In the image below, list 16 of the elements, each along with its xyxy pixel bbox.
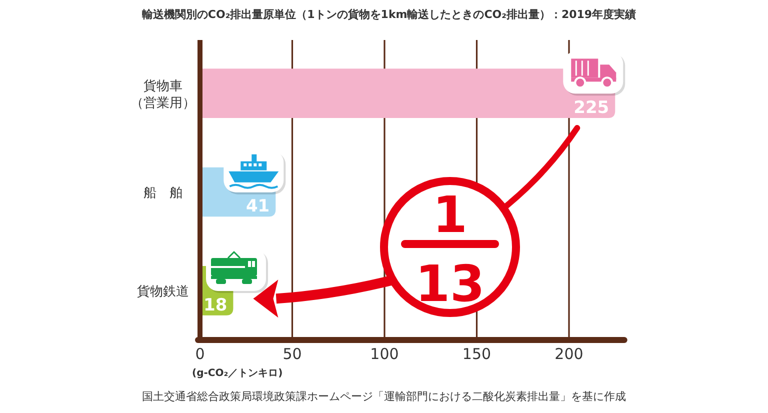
text: 国土交通省総合政策局環境政策課ホームページ「運輸部門における二酸化炭素排出量」を基に作成 <box>142 390 626 403</box>
x-tick-label: 200 <box>554 345 584 363</box>
y-tick-label: 貨物車（営業用） <box>130 78 196 111</box>
chart-title: 輸送機関別のCO₂排出量原単位（1トンの貨物を1km輸送したときのCO₂排出量）：2019年度実績 <box>140 8 636 21</box>
x-tick-label: 100 <box>370 345 399 363</box>
x-axis-title: (g-CO₂／トンキロ) <box>192 368 283 379</box>
y-tick-label: 貨物鉄道 <box>137 284 189 300</box>
data-label: 18 <box>204 295 228 316</box>
data-label: 41 <box>246 196 270 217</box>
x-tick-label: 50 <box>282 345 302 363</box>
data-label: 225 <box>574 98 610 118</box>
x-tick-label: 150 <box>462 345 492 363</box>
x-tick-label: 0 <box>195 345 205 363</box>
annotation: 13 <box>415 255 485 313</box>
y-tick-label: 船 舶 <box>144 186 182 201</box>
annotation: 1 <box>432 186 468 244</box>
